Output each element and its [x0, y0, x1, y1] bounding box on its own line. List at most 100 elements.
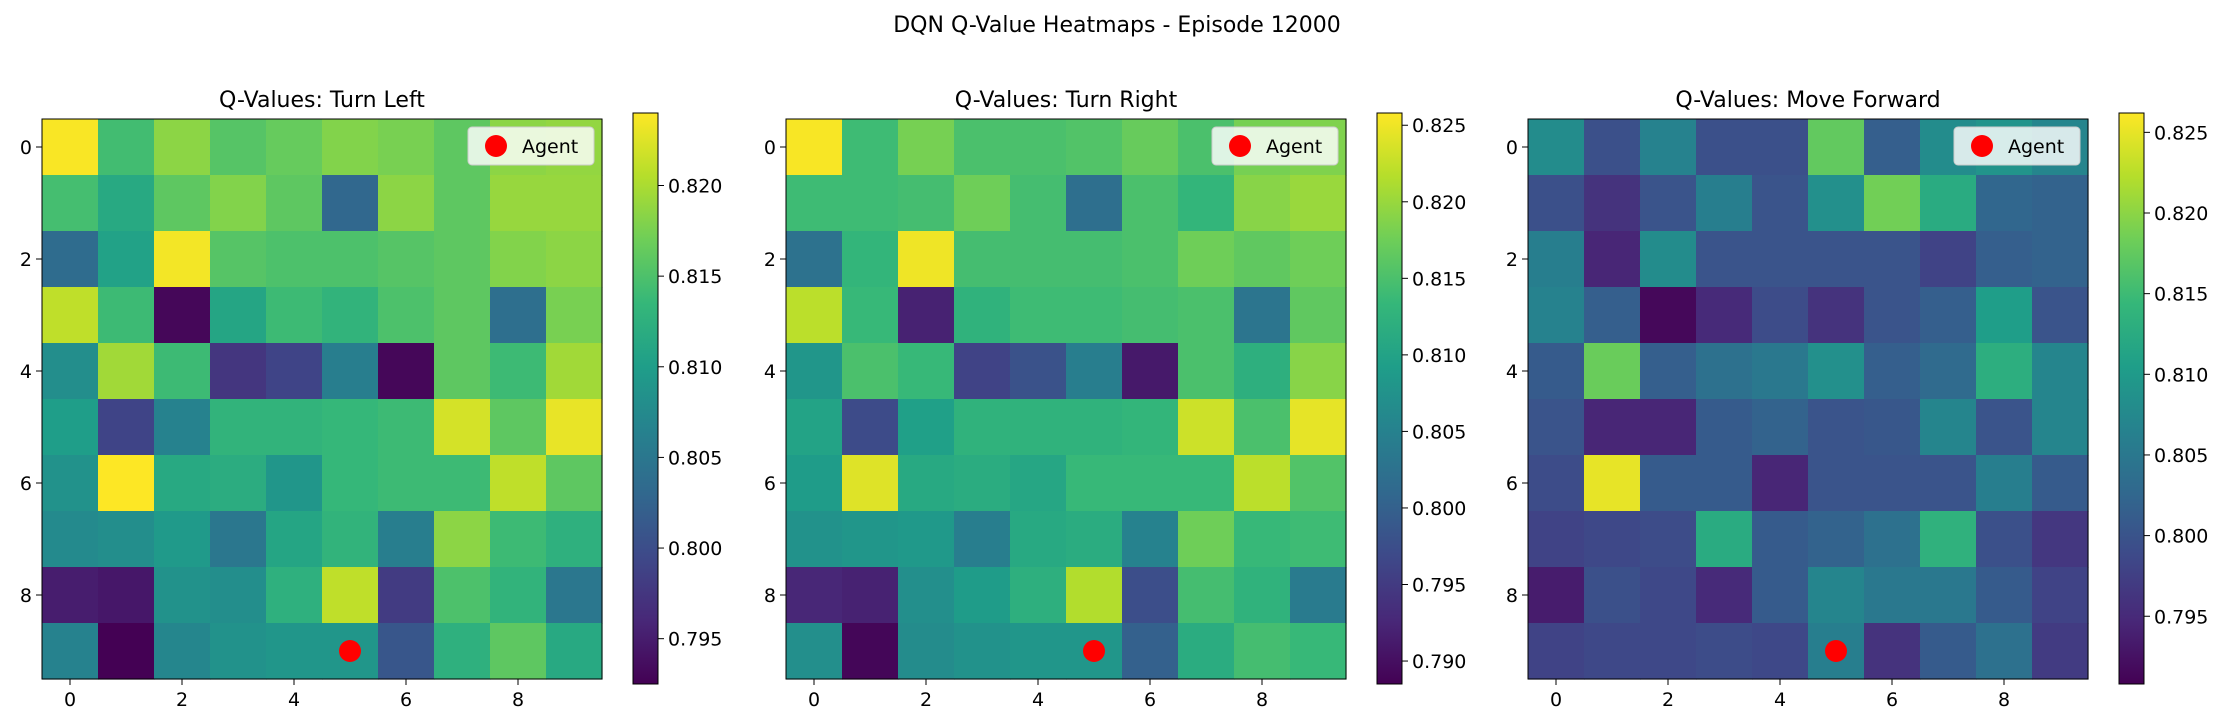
y-tick-label: 2 — [764, 249, 776, 271]
heatmap-cell — [1976, 287, 2033, 344]
heatmap-cell — [1528, 175, 1585, 232]
heatmap-cell — [378, 119, 435, 176]
heatmap-cell — [842, 455, 899, 512]
heatmap-cell — [786, 511, 843, 568]
heatmap-cell — [210, 287, 267, 344]
x-tick-label: 0 — [64, 689, 76, 711]
heatmap-cell — [898, 119, 955, 176]
colorbar — [1376, 112, 1403, 685]
heatmap-cell — [1234, 455, 1291, 512]
heatmap-cell — [42, 623, 99, 680]
heatmap-cell — [1122, 567, 1179, 624]
heatmap-cell — [1752, 175, 1809, 232]
heatmap-cell — [842, 511, 899, 568]
heatmap-cell — [954, 231, 1011, 288]
heatmap-cell — [1808, 343, 1865, 400]
legend-label: Agent — [2008, 136, 2064, 158]
x-tick-label: 2 — [1662, 689, 1674, 711]
heatmap-cell — [1584, 175, 1641, 232]
heatmap-cell — [1066, 455, 1123, 512]
colorbar-tick-label: 0.820 — [1412, 192, 1466, 214]
y-tick-label: 0 — [764, 137, 776, 159]
heatmap-cell — [1010, 567, 1067, 624]
agent-marker — [1825, 640, 1847, 662]
heatmap-cell — [42, 231, 99, 288]
colorbar-tick-label: 0.795 — [668, 629, 722, 651]
heatmap-cell — [154, 343, 211, 400]
heatmap-cell — [2032, 455, 2089, 512]
heatmap-cell — [898, 231, 955, 288]
heatmap-cell — [378, 511, 435, 568]
heatmap-cell — [434, 287, 491, 344]
heatmap-cells — [786, 119, 1347, 680]
y-tick-label: 6 — [764, 473, 776, 495]
heatmap-cell — [490, 231, 547, 288]
heatmap-cell — [1010, 511, 1067, 568]
heatmap-cell — [98, 567, 155, 624]
colorbar-tick-label: 0.820 — [668, 176, 722, 198]
heatmap-cell — [1976, 231, 2033, 288]
x-tick-label: 0 — [808, 689, 820, 711]
heatmap-cell — [1920, 231, 1977, 288]
heatmap-cell — [1696, 455, 1753, 512]
heatmap-cell — [1696, 343, 1753, 400]
legend-agent-marker — [485, 135, 507, 157]
heatmap-cell — [266, 175, 323, 232]
heatmap-cell — [1122, 623, 1179, 680]
heatmap-cell — [1234, 623, 1291, 680]
heatmap-cell — [210, 231, 267, 288]
heatmap-cell — [1920, 343, 1977, 400]
agent-marker — [1083, 640, 1105, 662]
heatmap-cell — [1976, 511, 2033, 568]
heatmap-cell — [1640, 287, 1697, 344]
heatmap-cell — [266, 623, 323, 680]
colorbar-tick-label: 0.795 — [2154, 606, 2208, 628]
heatmap-cell — [1752, 287, 1809, 344]
heatmap-cell — [1808, 455, 1865, 512]
heatmap-cell — [322, 231, 379, 288]
heatmap-cell — [42, 455, 99, 512]
heatmap-cell — [954, 567, 1011, 624]
heatmap-cell — [1640, 231, 1697, 288]
heatmap-cell — [1864, 175, 1921, 232]
x-tick-label: 2 — [920, 689, 932, 711]
heatmap-cell — [546, 231, 603, 288]
heatmap-cell — [546, 567, 603, 624]
heatmap-cell — [378, 175, 435, 232]
heatmap-cell — [786, 175, 843, 232]
heatmap-cell — [1234, 287, 1291, 344]
y-tick-label: 0 — [1506, 137, 1518, 159]
x-tick-label: 8 — [512, 689, 524, 711]
heatmap-cell — [1528, 511, 1585, 568]
heatmap-cell — [210, 511, 267, 568]
heatmap-cell — [1066, 175, 1123, 232]
colorbar-tick-label: 0.810 — [2154, 364, 2208, 386]
heatmap-cell — [1122, 511, 1179, 568]
heatmap-cell — [898, 175, 955, 232]
x-tick-label: 4 — [1032, 689, 1044, 711]
heatmap-cell — [954, 175, 1011, 232]
heatmap-cell — [1122, 175, 1179, 232]
heatmap-cell — [1234, 231, 1291, 288]
heatmap-cell — [266, 455, 323, 512]
heatmap-cell — [98, 119, 155, 176]
heatmap-frame — [785, 118, 1347, 680]
heatmap-cell — [1234, 511, 1291, 568]
colorbar-tick-label: 0.820 — [2154, 203, 2208, 225]
heatmap-cell — [1010, 287, 1067, 344]
y-tick-label: 6 — [20, 473, 32, 495]
x-tick-label: 6 — [400, 689, 412, 711]
heatmap-cell — [210, 119, 267, 176]
x-tick-label: 4 — [1774, 689, 1786, 711]
heatmap-cell — [1066, 343, 1123, 400]
heatmap-cell — [1808, 287, 1865, 344]
heatmap-cell — [786, 343, 843, 400]
heatmap-cell — [1864, 119, 1921, 176]
heatmap-cell — [154, 623, 211, 680]
heatmap-cell — [954, 511, 1011, 568]
heatmap-cell — [1290, 511, 1347, 568]
heatmap-cell — [266, 231, 323, 288]
heatmap-cell — [266, 287, 323, 344]
heatmap-cell — [1178, 287, 1235, 344]
heatmap-cell — [786, 567, 843, 624]
